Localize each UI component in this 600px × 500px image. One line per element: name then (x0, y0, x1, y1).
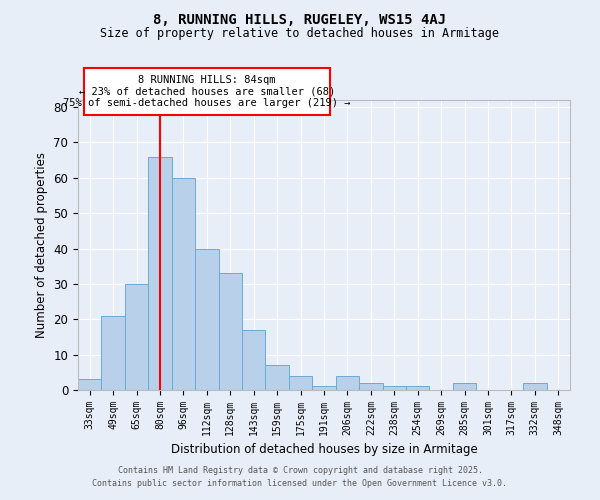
Y-axis label: Number of detached properties: Number of detached properties (35, 152, 48, 338)
Bar (336, 376, 359, 390)
Bar (125, 284, 148, 390)
Bar (265, 365, 289, 390)
Text: Size of property relative to detached houses in Armitage: Size of property relative to detached ho… (101, 28, 499, 40)
Bar (148, 156, 172, 390)
Bar (218, 274, 242, 390)
Bar (453, 383, 476, 390)
Bar (172, 178, 195, 390)
Bar (242, 330, 265, 390)
Bar (78, 380, 101, 390)
Bar (406, 386, 430, 390)
Bar (195, 248, 218, 390)
Text: 8, RUNNING HILLS, RUGELEY, WS15 4AJ: 8, RUNNING HILLS, RUGELEY, WS15 4AJ (154, 12, 446, 26)
Bar (101, 316, 125, 390)
Text: Contains HM Land Registry data © Crown copyright and database right 2025.
Contai: Contains HM Land Registry data © Crown c… (92, 466, 508, 487)
Text: 8 RUNNING HILLS: 84sqm
← 23% of detached houses are smaller (68)
75% of semi-det: 8 RUNNING HILLS: 84sqm ← 23% of detached… (63, 74, 351, 108)
Bar (523, 383, 547, 390)
Bar (312, 386, 336, 390)
X-axis label: Distribution of detached houses by size in Armitage: Distribution of detached houses by size … (170, 444, 478, 456)
Bar (383, 386, 406, 390)
Bar (359, 383, 383, 390)
Bar (289, 376, 312, 390)
